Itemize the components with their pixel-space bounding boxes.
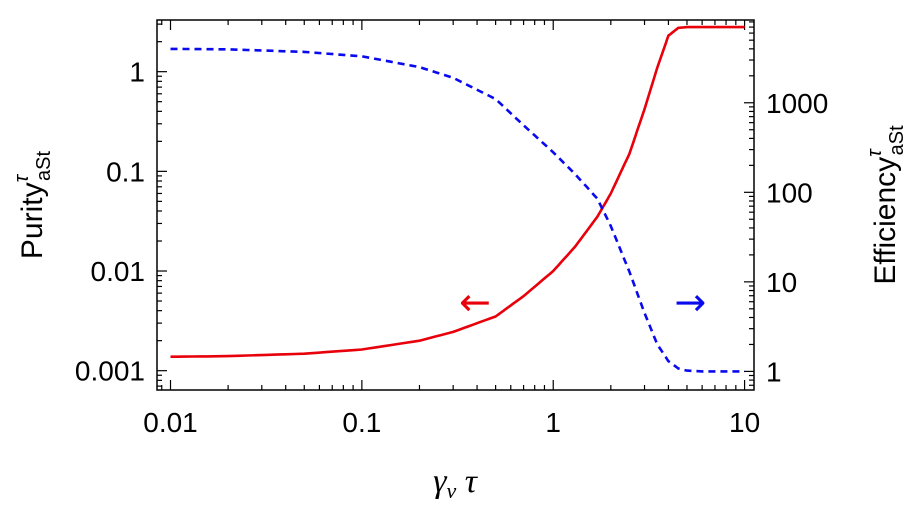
y-left-axis-title: PurityτaSt: [11, 150, 55, 259]
right-arrow-icon: →: [674, 280, 706, 324]
y-right-tick-label: 1000: [766, 88, 828, 119]
x-tick-label: 0.01: [143, 407, 198, 438]
y-left-tick-label: 0.001: [75, 356, 145, 387]
purity-series-line: [170, 25, 745, 358]
x-tick-label: 0.1: [342, 407, 381, 438]
x-tick-label: 10: [729, 407, 760, 438]
y-right-tick-label: 10: [766, 267, 797, 298]
plot-frame: [156, 19, 755, 391]
y-right-tick-label: 100: [766, 177, 813, 208]
y-left-tick-label: 0.01: [91, 256, 146, 287]
y-left-tick-label: 0.1: [106, 156, 145, 187]
efficiency-series-line: [170, 47, 745, 373]
y-right-axis-title: EfficiencyτaSt: [864, 125, 905, 285]
y-right-tick-label: 1: [766, 356, 782, 387]
y-left-tick-label: 1: [129, 57, 145, 88]
annotations: ← →: [459, 280, 706, 324]
x-tick-label: 1: [545, 407, 561, 438]
left-arrow-icon: ←: [459, 280, 491, 324]
tick-marks: [157, 20, 754, 390]
series-layer: [170, 25, 745, 373]
x-axis-title: γv τ: [433, 463, 479, 503]
